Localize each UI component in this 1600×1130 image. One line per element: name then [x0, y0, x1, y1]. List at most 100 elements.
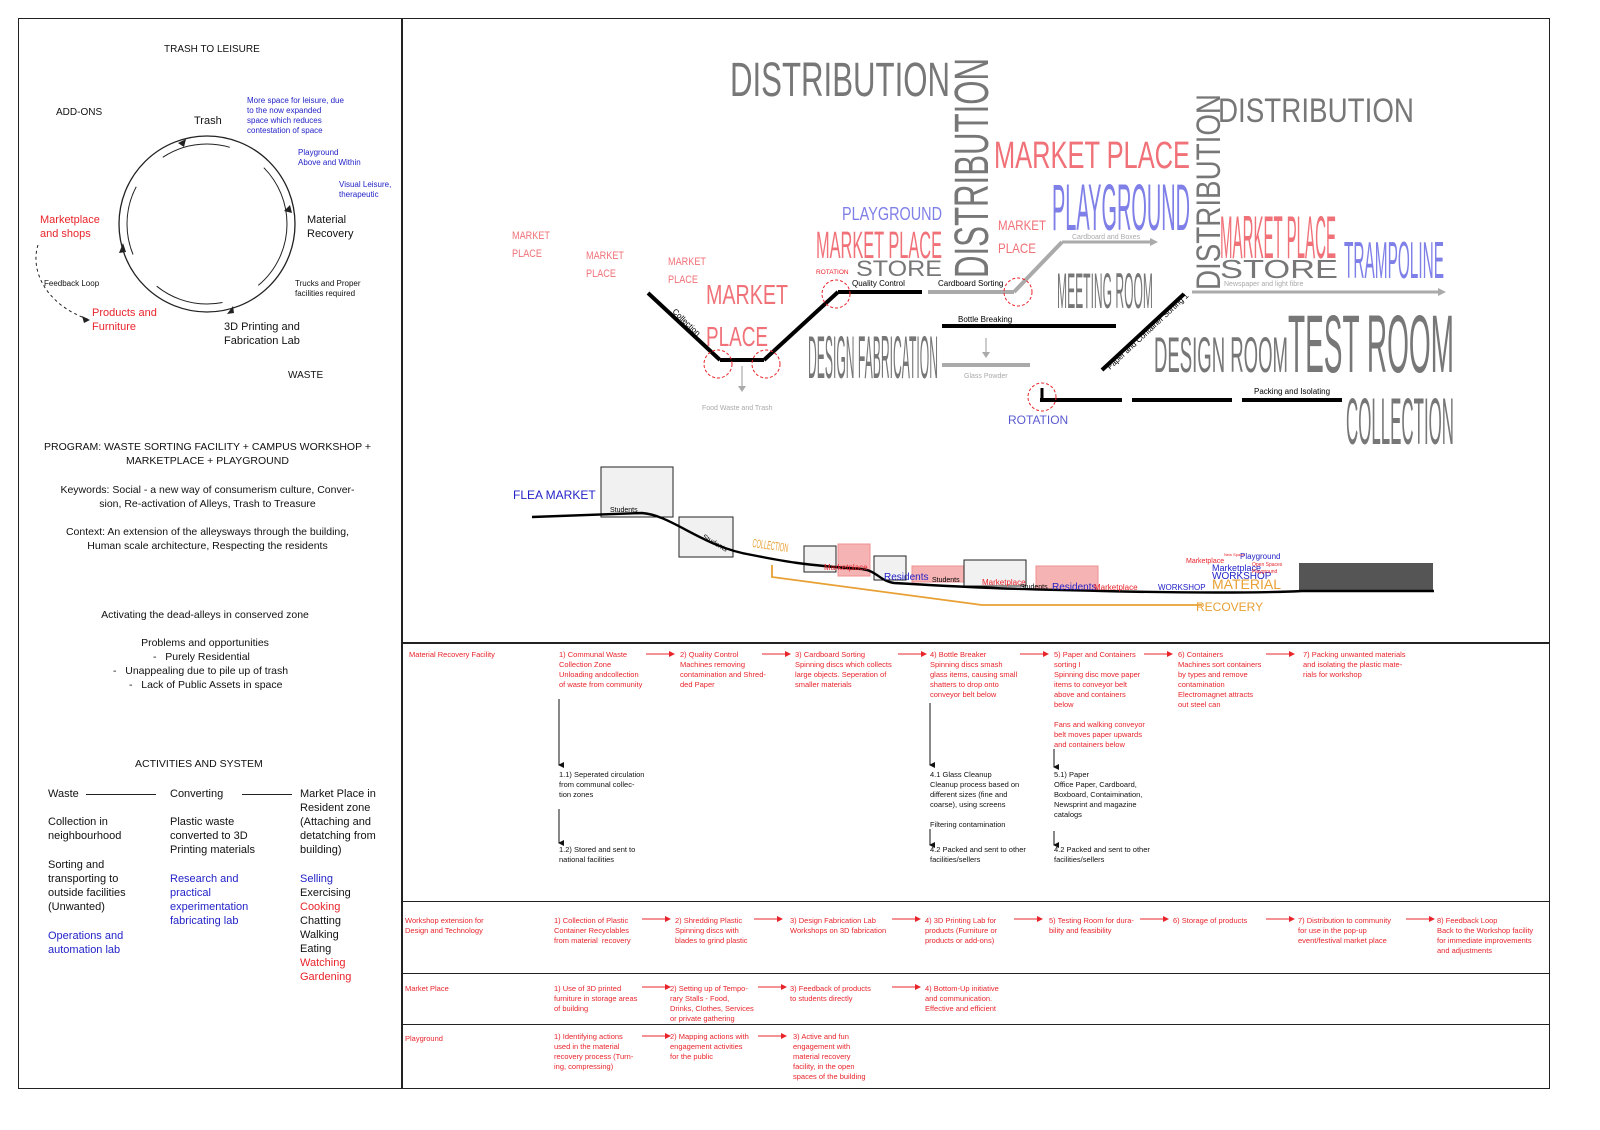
flea-market-label: FLEA MARKET	[513, 488, 596, 502]
building-block	[963, 559, 1027, 587]
glass-drop-arrow	[982, 352, 990, 358]
program-text: PROGRAM: WASTE SORTING FACILITY + CAMPUS…	[44, 441, 371, 467]
market-label-4: MARKET	[998, 217, 1046, 233]
rise-ramp	[762, 290, 840, 362]
cycle-feedback: Feedback Loop	[44, 279, 100, 288]
playground-step: 3) Active and fun engagement with materi…	[793, 1032, 866, 1081]
place-label-1: PLACE	[512, 248, 542, 260]
row-label-mrf: Material Recovery Facility	[409, 650, 495, 659]
cycle-marketplace: Marketplace and shops	[40, 214, 100, 240]
activities-title: ACTIVITIES AND SYSTEM	[135, 758, 263, 770]
mrf-step: 7) Packing unwanted materials and isolat…	[1303, 650, 1406, 679]
workshop-label: WORKSHOP	[1212, 571, 1272, 582]
row-label-market: Market Place	[405, 984, 449, 993]
newspaper-label: Newspaper and light fibre	[1224, 281, 1303, 288]
workshop-step: 5) Testing Room for dura- bility and fea…	[1049, 916, 1134, 935]
word-design-fabrication: DESIGN FABRICATION	[808, 324, 938, 391]
place-label-2: PLACE	[586, 268, 616, 280]
collection-belt-label: Collection	[671, 307, 703, 338]
col3-head: Market Place in Resident zone (Attaching…	[300, 788, 376, 856]
cycle-material-recovery: Material Recovery	[307, 214, 354, 240]
playground-step: 2) Mapping actions with engagement activ…	[670, 1032, 749, 1061]
col3-item: Watching	[300, 957, 346, 969]
section-drawing: FLEA MARKET Students Students COLLECTION…	[513, 466, 1434, 614]
rotation-circle	[821, 279, 851, 309]
residents-label: Residents	[1052, 582, 1096, 593]
table-row-rule-3	[401, 1024, 1550, 1025]
word-distribution-vertical: DISTRIBUTION	[946, 58, 999, 278]
col1-connector	[86, 794, 156, 795]
workshop-step: 1) Collection of Plastic Container Recyc…	[554, 916, 631, 945]
word-collection: COLLECTION	[1346, 384, 1454, 450]
place-label-3: PLACE	[668, 274, 698, 286]
rotation-circle	[1003, 277, 1033, 307]
market-step: 1) Use of 3D printed furniture in storag…	[554, 984, 638, 1013]
collection-section-label: COLLECTION	[752, 536, 790, 555]
ground-line	[531, 511, 1434, 594]
col3-item: Chatting	[300, 915, 341, 927]
playground-step: 1) Identifying actions used in the mater…	[554, 1032, 634, 1071]
marketplace-small: Marketplace	[1212, 563, 1261, 573]
glass-powder-label: Glass Powder	[964, 373, 1008, 380]
word-market-place-3: MARKET PLACE	[816, 225, 942, 267]
open-spaces-label: Open Spaces	[1252, 562, 1283, 568]
cardboard-sorting-label: Cardboard Sorting	[938, 279, 1003, 288]
word-store-2: STORE	[1220, 254, 1338, 284]
building-block	[873, 555, 907, 581]
food-waste-label: Food Waste and Trash	[702, 405, 773, 412]
keywords-text: Keywords: Social - a new way of consumer…	[60, 484, 355, 510]
marketplace-small: Marketplace	[1186, 558, 1224, 565]
col2-item-1: Plastic waste converted to 3D Printing m…	[170, 816, 255, 856]
market-block	[1035, 565, 1099, 591]
mrf-step: 1) Communal Waste Collection Zone Unload…	[559, 650, 643, 689]
new-space-label: New Space	[1224, 552, 1245, 557]
table-arrows	[558, 651, 1435, 1039]
building-block	[600, 466, 674, 518]
col2-head: Converting	[170, 788, 224, 800]
mrf-sub-4-2: 4.2 Packed and sent to other facilities/…	[930, 845, 1026, 864]
col3-item: Selling	[300, 873, 334, 885]
collection-ramp	[646, 291, 722, 362]
word-trampoline: TRAMPOLINE	[1344, 232, 1444, 290]
problem-item-2: - Unappealing due to pile up of trash	[113, 665, 289, 677]
outer-frame	[18, 18, 1550, 1089]
mrf-sub-5-2: 4.2 Packed and sent to other facilities/…	[1054, 845, 1150, 864]
word-distribution-vertical-2: DISTRIBUTION	[1190, 94, 1228, 290]
students-label: Students	[1020, 584, 1048, 591]
cycle-circle	[118, 135, 296, 313]
mrf-sub-1-2: 1.2) Stored and sent to national facilit…	[559, 845, 636, 864]
playground-label: Playground	[1240, 552, 1280, 561]
addons-label: ADD-ONS	[56, 107, 103, 118]
mrf-step: 6) Containers Machines sort containers b…	[1178, 650, 1262, 709]
cycle-note-1: More space for leisure, due to the now e…	[247, 96, 344, 135]
col3-item: Walking	[300, 929, 339, 941]
word-market-place-1: MARKET PLACE	[994, 135, 1190, 177]
material-label: MATERIAL	[1212, 576, 1281, 592]
recovery-label: RECOVERY	[1196, 600, 1263, 614]
col1-item-1: Collection in neighbourhood	[48, 816, 122, 842]
newspaper-arrow	[1438, 288, 1446, 296]
col3-item: Eating	[300, 943, 332, 955]
mrf-sub-4-1: 4.1 Glass Cleanup Cleanup process based …	[930, 770, 1020, 809]
packing-label: Packing and Isolating	[1254, 387, 1330, 396]
rotation-small: ROTATION	[816, 269, 849, 276]
cycle-trucks: Trucks and Proper facilities required	[295, 279, 361, 298]
cycle-waste: WASTE	[288, 370, 324, 381]
mrf-step: 3) Cardboard Sorting Spinning discs whic…	[795, 650, 892, 689]
cycle-arrow-bottom	[227, 306, 234, 314]
context-text: Context: An extension of the alleysways …	[65, 526, 350, 552]
place-label-big: PLACE	[706, 321, 768, 352]
problem-item-3: - Lack of Public Assets in space	[129, 679, 283, 691]
market-label-big: MARKET	[706, 279, 788, 310]
building-block	[678, 516, 734, 558]
col1-head: Waste	[48, 788, 79, 800]
cycle-printing-lab: 3D Printing and Fabrication Lab	[224, 321, 300, 347]
col3-item: Gardening	[300, 971, 352, 983]
col1-item-2: Sorting and transporting to outside faci…	[48, 859, 126, 913]
marketplace-label: Marketplace	[824, 563, 868, 572]
students-label: Students	[932, 577, 960, 584]
activating-text: Activating the dead-alleys in conserved …	[101, 609, 309, 621]
workshop-label: WORKSHOP	[1158, 583, 1206, 592]
cycle-inner-arc	[126, 143, 288, 305]
paper-container-ramp	[1100, 292, 1186, 372]
